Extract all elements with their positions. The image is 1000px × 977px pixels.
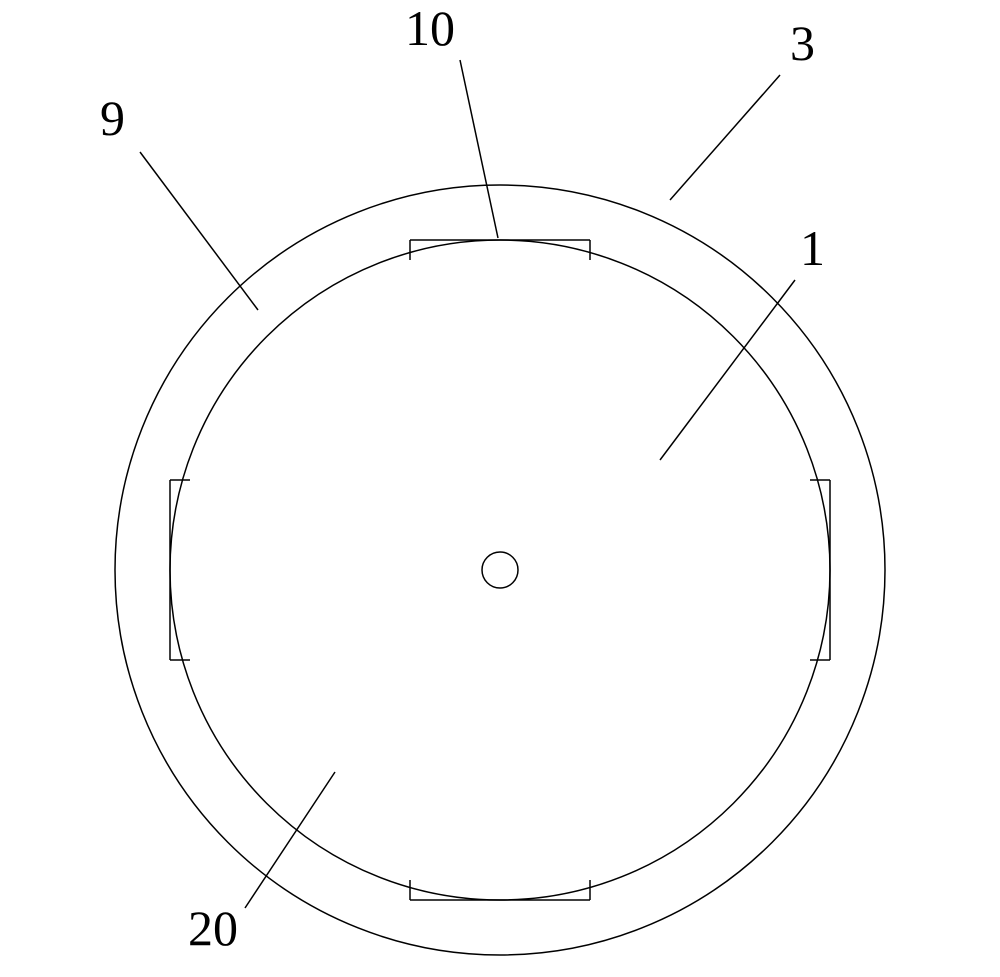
label-10: 10 xyxy=(405,0,455,56)
technical-diagram: 10 3 9 1 20 xyxy=(0,0,1000,977)
label-3: 3 xyxy=(790,15,815,71)
label-20: 20 xyxy=(188,900,238,956)
label-1: 1 xyxy=(800,220,825,276)
label-9: 9 xyxy=(100,90,125,146)
background xyxy=(0,0,1000,977)
